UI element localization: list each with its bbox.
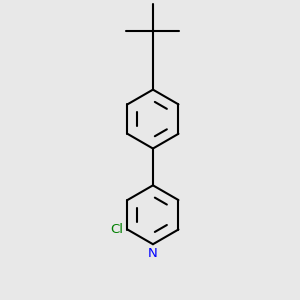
Text: Cl: Cl (110, 223, 123, 236)
Text: N: N (148, 247, 158, 260)
